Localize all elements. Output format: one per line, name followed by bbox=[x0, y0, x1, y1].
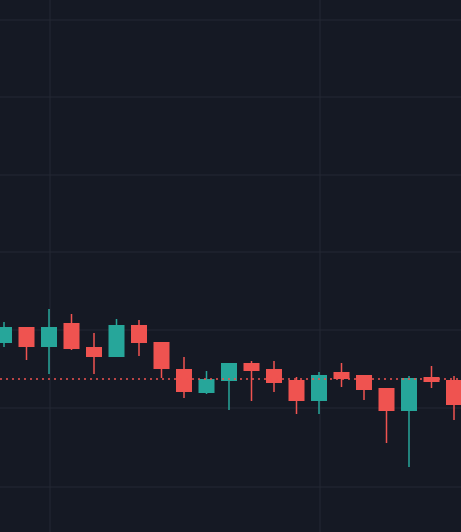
candle-body bbox=[423, 377, 440, 382]
candle-body bbox=[378, 388, 395, 411]
candle-body bbox=[288, 380, 305, 401]
candle-body bbox=[311, 375, 327, 401]
candle-body bbox=[446, 380, 461, 405]
candle-body bbox=[266, 369, 282, 383]
candle-body bbox=[243, 363, 260, 371]
candle-body bbox=[108, 325, 125, 357]
candle-body bbox=[0, 327, 12, 343]
candle-body bbox=[356, 375, 372, 390]
candle-body bbox=[198, 379, 215, 393]
candle-body bbox=[153, 342, 170, 369]
candle-body bbox=[333, 372, 350, 379]
candle-body bbox=[18, 327, 35, 347]
candle-body bbox=[401, 378, 417, 411]
candle-body bbox=[63, 323, 80, 349]
candle-body bbox=[176, 369, 192, 392]
candle-body bbox=[41, 327, 57, 347]
candle-body bbox=[86, 347, 102, 357]
candle-body bbox=[221, 363, 237, 381]
candle-body bbox=[131, 325, 147, 343]
